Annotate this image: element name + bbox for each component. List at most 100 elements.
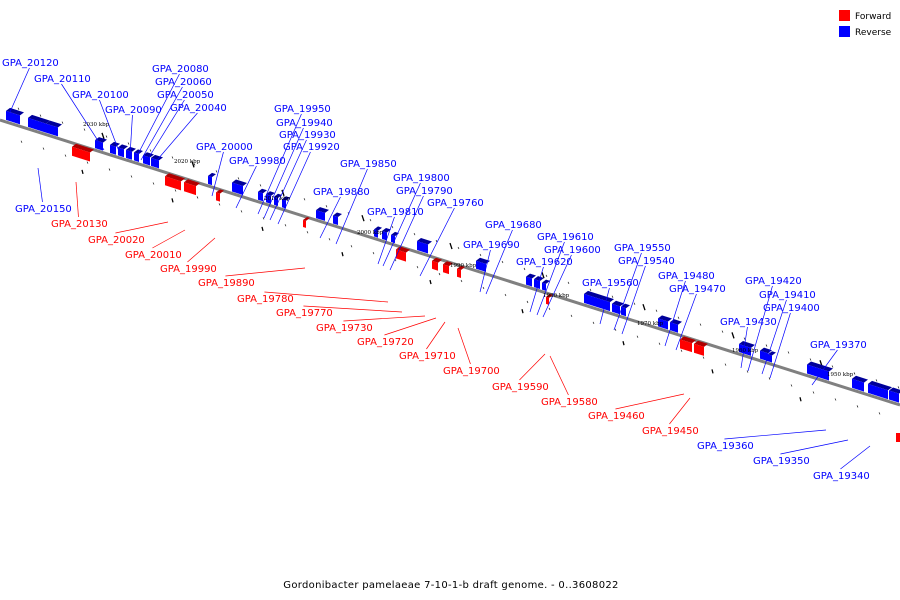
tick-mark-upper xyxy=(853,372,856,375)
feature-top xyxy=(391,231,399,237)
tick-mark-lower xyxy=(460,279,463,283)
tick-mark-upper xyxy=(83,128,86,131)
reverse-gene-feature xyxy=(476,257,490,272)
leader-line xyxy=(145,99,185,163)
gene-label: GPA_19620 xyxy=(516,257,573,268)
tick-mark-upper xyxy=(721,330,724,333)
gene-label: GPA_19770 xyxy=(276,308,333,319)
tick-mark-lower xyxy=(526,300,529,304)
feature-face xyxy=(807,364,829,381)
legend: Forward Reverse xyxy=(839,10,892,38)
feature-top xyxy=(126,146,136,152)
feature-face xyxy=(216,192,220,202)
leader-line xyxy=(769,312,791,379)
tick-mark-upper xyxy=(897,386,900,389)
feature-top xyxy=(303,216,310,221)
leader-line xyxy=(225,267,306,277)
tick-mark-lower xyxy=(64,154,67,157)
tick-mark-upper xyxy=(743,337,746,340)
feature-top xyxy=(216,189,224,194)
tick-mark-upper xyxy=(369,219,372,222)
feature-top xyxy=(333,212,342,218)
feature-top xyxy=(374,226,382,231)
feature-top xyxy=(534,276,544,281)
reverse-gene-feature xyxy=(110,141,120,155)
leader-line xyxy=(152,229,186,249)
gene-label: GPA_20020 xyxy=(88,235,145,246)
gene-label: GPA_19470 xyxy=(669,284,726,295)
feature-face xyxy=(868,383,888,400)
reverse-gene-feature xyxy=(134,149,143,163)
tick-mark-lower xyxy=(240,210,243,213)
feature-face xyxy=(118,147,124,158)
gene-label: GPA_20010 xyxy=(125,250,182,261)
tick-mark-lower xyxy=(592,321,595,324)
gene-label: GPA_19990 xyxy=(160,264,217,275)
gene-label: GPA_19940 xyxy=(276,118,333,129)
scale-label: 1980 kbp xyxy=(543,293,570,299)
feature-top xyxy=(282,196,290,201)
reverse-gene-feature xyxy=(658,315,672,330)
feature-face xyxy=(46,123,58,137)
gene-label: GPA_20040 xyxy=(170,103,227,114)
gene-label: GPA_19920 xyxy=(283,142,340,153)
feature-face xyxy=(443,264,449,275)
forward-gene-feature xyxy=(165,173,185,191)
gene-label: GPA_19760 xyxy=(427,198,484,209)
leader-line xyxy=(479,249,491,293)
leader-line xyxy=(269,139,307,221)
feature-face xyxy=(382,230,387,241)
tick-mark-lower xyxy=(416,265,419,269)
feature-face xyxy=(852,378,864,392)
feature-face xyxy=(694,343,704,356)
feature-face xyxy=(266,194,271,204)
tick-mark-major xyxy=(261,226,264,232)
reverse-gene-feature xyxy=(852,375,868,392)
tick-mark-upper xyxy=(215,170,218,173)
feature-top xyxy=(621,303,630,309)
tick-mark-major xyxy=(799,397,802,402)
forward-gene-feature xyxy=(72,143,94,162)
leader-line xyxy=(151,112,198,167)
leader-line xyxy=(384,317,437,336)
feature-face xyxy=(208,175,212,186)
feature-top xyxy=(28,114,50,124)
feature-top xyxy=(807,361,833,372)
reverse-gene-feature xyxy=(739,341,755,356)
tick-mark-upper xyxy=(391,225,394,229)
tick-mark-lower xyxy=(834,398,837,401)
reverse-gene-feature xyxy=(621,303,630,317)
leader-line xyxy=(811,349,838,386)
tick-mark-upper xyxy=(765,344,768,347)
tick-mark-upper xyxy=(39,114,42,117)
feature-top xyxy=(658,315,672,322)
leader-line xyxy=(613,252,642,331)
feature-top xyxy=(6,107,24,116)
gene-label: GPA_19410 xyxy=(759,290,816,301)
leader-line xyxy=(264,291,389,303)
forward-gene-feature xyxy=(896,433,900,442)
leader-line xyxy=(115,221,169,234)
leader-line xyxy=(549,355,569,396)
tick-mark-upper xyxy=(809,358,812,361)
feature-face xyxy=(526,276,532,287)
tick-mark-upper xyxy=(655,309,658,312)
gene-label: GPA_19890 xyxy=(198,278,255,289)
leader-line xyxy=(536,241,565,316)
leader-line xyxy=(780,439,849,455)
tick-mark-upper xyxy=(413,232,416,236)
feature-top xyxy=(852,375,868,383)
feature-face xyxy=(303,219,306,228)
tick-mark-major xyxy=(81,169,84,175)
gene-label: GPA_19790 xyxy=(396,186,453,197)
feature-face xyxy=(95,140,103,151)
reverse-gene-feature xyxy=(266,191,275,204)
scale-label: 1970 kbp xyxy=(637,321,664,327)
gene-label: GPA_19950 xyxy=(274,104,331,115)
feature-top xyxy=(110,141,120,147)
tick-mark-lower xyxy=(130,175,133,178)
leader-line xyxy=(621,265,646,335)
leader-line xyxy=(319,196,341,239)
scale-label: 1950 kbp xyxy=(827,372,854,378)
tick-mark-major xyxy=(361,214,365,222)
